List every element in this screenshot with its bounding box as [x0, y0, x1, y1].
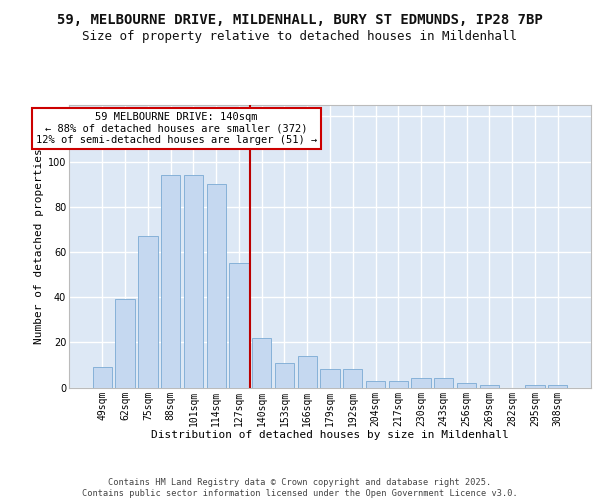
Bar	[275, 362, 294, 388]
Bar	[206, 184, 226, 388]
Bar	[366, 380, 385, 388]
Y-axis label: Number of detached properties: Number of detached properties	[34, 148, 44, 344]
Bar	[93, 367, 112, 388]
Bar	[161, 175, 181, 388]
Bar	[434, 378, 454, 388]
Bar	[320, 370, 340, 388]
Bar	[479, 385, 499, 388]
X-axis label: Distribution of detached houses by size in Mildenhall: Distribution of detached houses by size …	[151, 430, 509, 440]
Bar	[138, 236, 158, 388]
Bar	[412, 378, 431, 388]
Text: Contains HM Land Registry data © Crown copyright and database right 2025.
Contai: Contains HM Land Registry data © Crown c…	[82, 478, 518, 498]
Text: 59 MELBOURNE DRIVE: 140sqm
← 88% of detached houses are smaller (372)
12% of sem: 59 MELBOURNE DRIVE: 140sqm ← 88% of deta…	[36, 112, 317, 145]
Text: 59, MELBOURNE DRIVE, MILDENHALL, BURY ST EDMUNDS, IP28 7BP: 59, MELBOURNE DRIVE, MILDENHALL, BURY ST…	[57, 12, 543, 26]
Bar	[229, 263, 248, 388]
Bar	[525, 385, 545, 388]
Bar	[184, 175, 203, 388]
Bar	[298, 356, 317, 388]
Bar	[343, 370, 362, 388]
Text: Size of property relative to detached houses in Mildenhall: Size of property relative to detached ho…	[83, 30, 517, 43]
Bar	[389, 380, 408, 388]
Bar	[252, 338, 271, 388]
Bar	[115, 300, 135, 388]
Bar	[457, 383, 476, 388]
Bar	[548, 385, 567, 388]
